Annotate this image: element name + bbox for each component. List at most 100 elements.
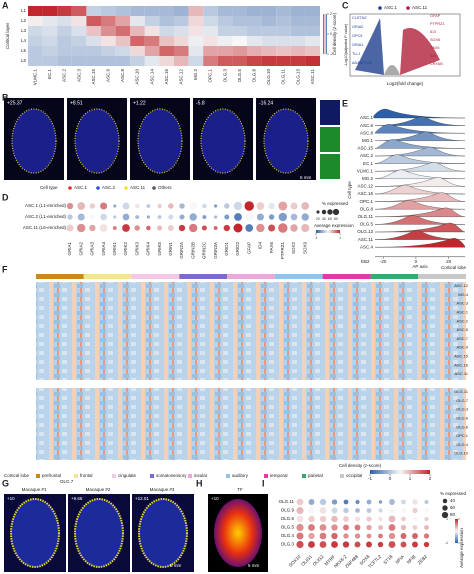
heat-cell <box>101 16 116 26</box>
dot <box>308 507 315 514</box>
dot <box>388 532 396 540</box>
ridge <box>374 207 466 217</box>
panel-letter: E <box>342 98 348 108</box>
gene-label: NFIB <box>406 554 417 565</box>
heat-cell <box>217 26 233 36</box>
dot <box>77 202 86 210</box>
size-tick-label: 40 <box>322 217 326 221</box>
heat-cell <box>86 36 101 46</box>
dot <box>331 499 338 505</box>
column-label: OLG.10 <box>266 69 271 85</box>
dot <box>134 225 140 231</box>
heat-cell <box>86 16 101 26</box>
heat-cell <box>276 56 291 66</box>
gene-label: GRIN2B <box>190 242 195 259</box>
legend-label: auditory <box>232 473 249 478</box>
heat-cell <box>276 16 291 26</box>
dot <box>296 523 304 532</box>
panel-letter: F <box>2 264 8 274</box>
row-label: OLG.9 <box>456 415 469 420</box>
dot <box>301 202 310 210</box>
heat-cell <box>42 6 58 16</box>
gene-label: ZNF488 <box>344 554 359 569</box>
row-label: ASC.9 <box>456 345 468 350</box>
gene-label: GRIA1 <box>67 242 72 256</box>
dot <box>168 203 174 209</box>
legend-label: ASC.1 <box>74 185 88 190</box>
heat-cell <box>261 26 277 36</box>
dot <box>423 533 430 539</box>
row-label: OLG.4 <box>456 442 469 447</box>
heat-cell <box>86 6 101 16</box>
heat-cell <box>232 6 247 16</box>
row-label: ASC.4 <box>360 244 374 249</box>
heat-cell <box>276 46 291 56</box>
dot <box>388 507 396 514</box>
dot <box>319 524 327 531</box>
heat-cell <box>232 36 247 46</box>
dot <box>157 215 162 219</box>
row-label: ASC.2 (L1-enriched) <box>25 214 67 219</box>
heat-cell <box>247 26 262 36</box>
heat-cell <box>203 36 218 46</box>
dot <box>66 224 74 232</box>
colorbar-tick-label: 0 <box>389 476 392 481</box>
dot <box>331 507 338 514</box>
lobe-bar <box>83 274 132 279</box>
heat-cell <box>159 26 174 36</box>
row-label: ASC.5 <box>456 327 468 332</box>
heat-cell <box>159 46 174 56</box>
dot <box>388 515 396 523</box>
lobe-bar <box>418 274 466 279</box>
ridge <box>374 131 466 141</box>
heat-cell <box>247 36 262 46</box>
column-label: ASC.10 <box>135 69 140 85</box>
heat-cell <box>28 6 43 16</box>
column-label: ASC.15 <box>91 69 96 85</box>
heat-cell <box>261 46 277 56</box>
heat-cell <box>290 6 306 16</box>
dot <box>400 533 407 539</box>
gene-label: ID3 <box>430 30 436 34</box>
dot <box>412 541 418 548</box>
size-tick-label: 20 <box>316 217 320 221</box>
inset <box>320 100 340 125</box>
panel-letter: I <box>262 478 265 488</box>
dot <box>342 541 350 548</box>
column-label: ASC.2 <box>62 69 67 83</box>
slice-position: -16.24 <box>259 100 273 106</box>
heat-cell <box>290 26 306 36</box>
lobe-bar <box>322 274 371 279</box>
dot <box>290 213 298 221</box>
column-label: OLG.5 <box>237 69 242 83</box>
slice-position: +9.66 <box>71 496 83 501</box>
dot <box>355 499 360 505</box>
dot <box>112 226 117 230</box>
gene-label: PAX6 <box>430 46 439 50</box>
heat-cell <box>174 46 189 56</box>
dot <box>223 224 230 232</box>
heat-cell <box>174 6 189 16</box>
dot <box>354 524 361 531</box>
row-label: ASC.16 <box>454 362 469 367</box>
slice-position: +10 <box>7 496 15 501</box>
dot <box>354 533 361 539</box>
heat-cell <box>57 56 72 66</box>
heat-cell <box>144 6 160 16</box>
heat-cell <box>144 26 160 36</box>
gene-label: TLL1 <box>352 52 361 56</box>
slice <box>10 498 60 568</box>
row-label: OLG.6 <box>456 424 469 429</box>
legend-swatch <box>406 6 410 10</box>
heat-cell <box>101 26 116 36</box>
heat-cell <box>130 56 145 66</box>
dot <box>224 203 230 209</box>
ridge <box>374 146 466 157</box>
dot <box>189 223 198 233</box>
dot <box>268 224 276 232</box>
heat-cell <box>71 26 87 36</box>
heat-cell <box>57 26 72 36</box>
dot <box>296 506 304 515</box>
legend-swatch <box>152 186 156 190</box>
